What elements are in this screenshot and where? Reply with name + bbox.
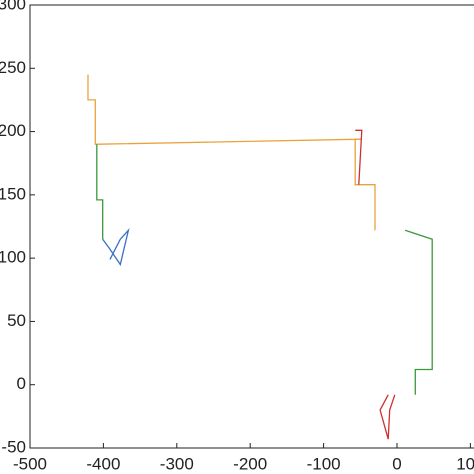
plot-frame xyxy=(29,4,474,449)
x-tick-label: -200 xyxy=(233,454,267,473)
trajectory-line xyxy=(87,74,376,231)
y-tick-label: 200 xyxy=(0,121,26,140)
y-tick-label: 0 xyxy=(17,374,26,393)
x-tick-label: -400 xyxy=(86,454,120,473)
trajectory-line xyxy=(355,129,396,440)
x-tick-label: 100 xyxy=(456,454,474,473)
y-tick-label: 250 xyxy=(0,58,26,77)
y-tick-label: 100 xyxy=(0,248,26,267)
y-tick-label: 150 xyxy=(0,184,26,203)
trajectory-line xyxy=(102,228,130,267)
x-tick-label: -500 xyxy=(13,454,47,473)
y-tick-label: 50 xyxy=(7,311,26,330)
x-tick-label: 0 xyxy=(392,454,401,473)
y-tick-label: 300 xyxy=(0,0,26,13)
y-tick-label: -50 xyxy=(1,437,26,456)
x-tick-label: -100 xyxy=(307,454,341,473)
x-tick-label: -300 xyxy=(160,454,194,473)
trajectory-line xyxy=(96,144,433,395)
